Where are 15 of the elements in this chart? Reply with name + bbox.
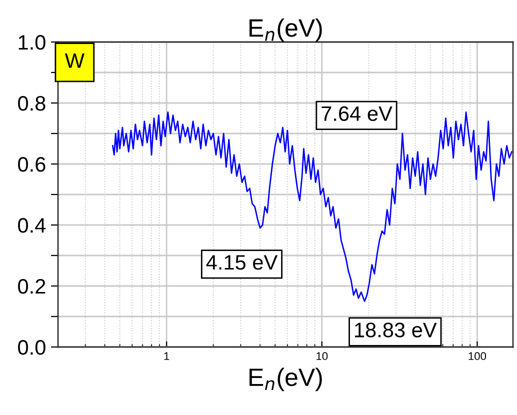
y-tick-label: 0.8 [18,96,46,111]
y-tick-label: 0.2 [18,279,46,294]
x-tick-label: 100 [468,352,486,360]
x-tick-label: 10 [316,352,328,360]
annotation: 7.64 eV [322,106,392,122]
annotation: 4.15 eV [206,255,278,270]
y-tick-label: 0.6 [18,157,46,172]
annotation: 18.83 eV [355,322,437,338]
x-tick-label: 1 [164,352,170,360]
y-tick-label: 0.0 [18,340,46,355]
x-axis-title: E$_{n}$(eV) [250,368,322,392]
y-tick-label: 0.4 [18,218,46,233]
chart-title: E$_{n}$(eV) [250,18,322,42]
y-tick-label: 1.0 [18,35,46,50]
annotation: W [64,53,84,68]
